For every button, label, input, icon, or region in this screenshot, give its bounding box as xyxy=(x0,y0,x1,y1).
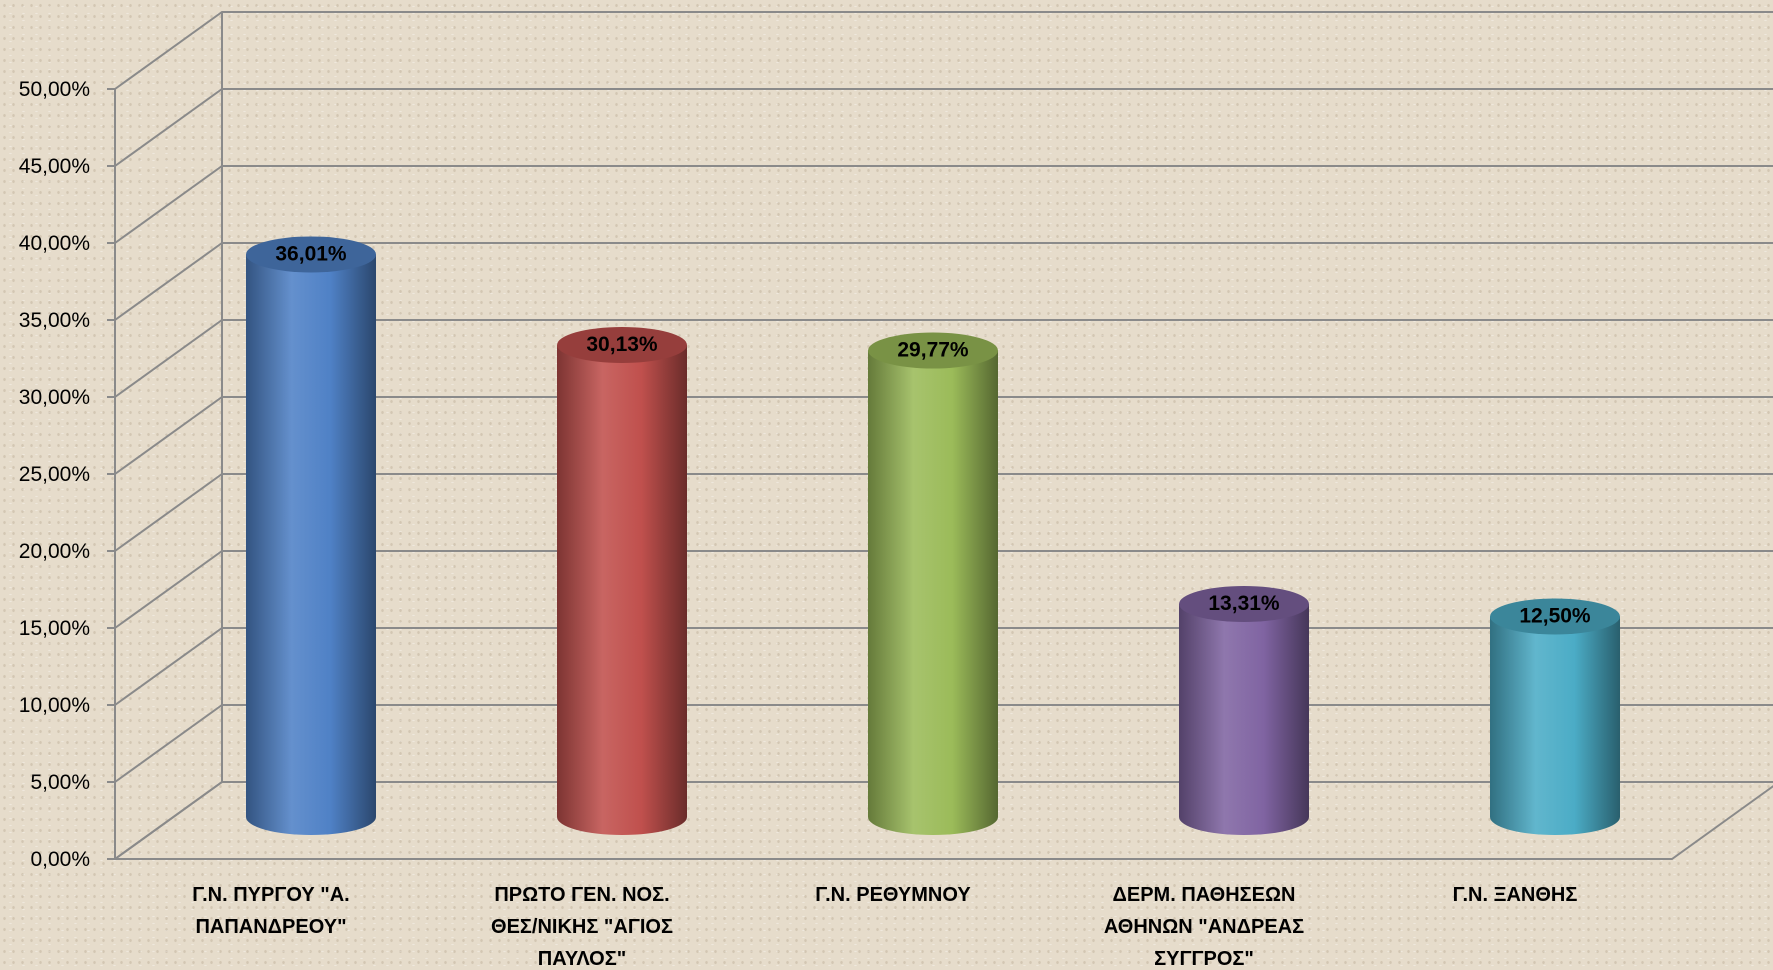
gridline xyxy=(114,396,1773,475)
bar-3 xyxy=(868,332,998,835)
y-tick-label: 0,00% xyxy=(30,848,90,871)
gridline xyxy=(114,550,1773,629)
data-label: 29,77% xyxy=(897,339,969,362)
x-tick-label: Γ.Ν. ΡΕΘΥΜΝΟΥ xyxy=(815,884,971,906)
data-labels: 36,01% 30,13% 29,77% 13,31% 12,50% xyxy=(275,242,1591,627)
data-label: 12,50% xyxy=(1519,605,1591,628)
bar-top xyxy=(1179,586,1309,623)
bar-body xyxy=(557,344,687,835)
y-tick-label: 10,00% xyxy=(19,694,90,717)
y-tick-label: 45,00% xyxy=(19,155,90,178)
y-tick-label: 20,00% xyxy=(19,540,90,563)
gridline xyxy=(114,165,1773,244)
y-tick-label: 25,00% xyxy=(19,463,90,486)
bar-top xyxy=(557,326,687,363)
bar-5 xyxy=(1490,598,1620,835)
y-tick-label: 30,00% xyxy=(19,386,90,409)
bar-body xyxy=(1490,616,1620,835)
gridline xyxy=(114,88,1773,167)
x-tick-label: Γ.Ν. ΠΥΡΓΟΥ "Α. ΠΑΠΑΝΔΡΕΟΥ" xyxy=(192,884,349,938)
gridline xyxy=(114,242,1773,321)
y-tick-label: 50,00% xyxy=(19,78,90,101)
bar-1 xyxy=(246,236,376,836)
x-tick-label: ΠΡΩΤΟ ΓΕΝ. ΝΟΣ. ΘΕΣ/ΝΙΚΗΣ "ΑΓΙΟΣ ΠΑΥΛΟΣ" xyxy=(491,884,673,970)
bar-body xyxy=(246,254,376,836)
y-tick-label: 35,00% xyxy=(19,309,90,332)
gridline xyxy=(114,11,1773,90)
y-tick-label: 15,00% xyxy=(19,617,90,640)
x-tick-label: Γ.Ν. ΞΑΝΘΗΣ xyxy=(1453,884,1578,906)
y-tick-label: 5,00% xyxy=(30,771,90,794)
data-label: 30,13% xyxy=(586,333,658,356)
bar-body xyxy=(1179,604,1309,835)
y-tick-label: 40,00% xyxy=(19,232,90,255)
bar-2 xyxy=(557,326,687,835)
gridline xyxy=(114,319,1773,398)
gridline xyxy=(114,473,1773,552)
bar-top xyxy=(868,332,998,369)
y-axis-ticks: 0,00% 5,00% 10,00% 15,00% 20,00% 25,00% 30,00%… xyxy=(19,78,90,871)
data-label: 36,01% xyxy=(275,242,347,265)
bar-4 xyxy=(1179,586,1309,835)
bar-top xyxy=(1490,598,1620,635)
bar-body xyxy=(868,350,998,835)
chart-bars xyxy=(246,236,1620,836)
bar-top xyxy=(246,236,376,273)
data-label: 13,31% xyxy=(1208,592,1280,615)
x-tick-label: ΔΕΡΜ. ΠΑΘΗΣΕΩΝ ΑΘΗΝΩΝ "ΑΝΔΡΕΑΣ ΣΥΓΓΡΟΣ" xyxy=(1104,884,1304,970)
x-axis-labels: Γ.Ν. ΠΥΡΓΟΥ "Α. ΠΑΠΑΝΔΡΕΟΥ" ΠΡΩΤΟ ΓΕΝ. ΝΟΣ… xyxy=(192,884,1577,970)
